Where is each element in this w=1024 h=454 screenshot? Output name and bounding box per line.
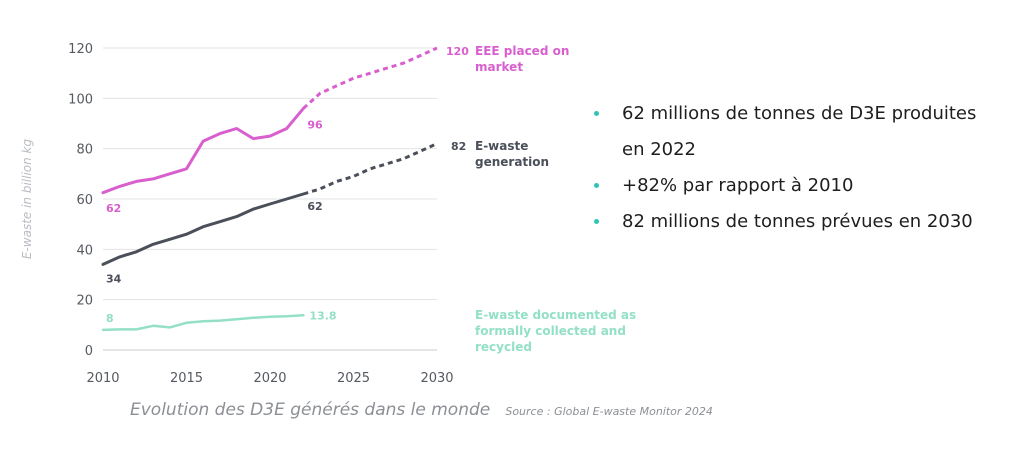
bullet-item-2022-production: 62 millions de tonnes de D3E produites e… [592,96,1012,168]
bullet-item-2030-forecast: 82 millions de tonnes prévues en 2030 [592,204,1012,240]
data-label-recycled-2022: 13.8 [309,309,336,322]
series-name-ewaste-line-0: E-waste [475,139,528,153]
y-tick-label-100: 100 [68,92,93,107]
x-tick-label-2010: 2010 [86,371,119,386]
y-tick-label-0: 0 [85,344,93,359]
data-label-eee-2022: 96 [307,118,323,131]
bullet-text: 82 millions de tonnes prévues en 2030 [622,211,973,232]
caption-title: Evolution des D3E générés dans le monde [130,400,491,420]
y-tick-label-120: 120 [68,42,93,57]
series-name-recycled-line-2: recycled [475,340,532,354]
series-projection-ewaste [302,142,438,196]
figure-caption: Evolution des D3E générés dans le monde … [130,400,713,420]
series-projection-eee [302,46,438,110]
data-label-ewaste-2010: 34 [106,272,122,285]
series-name-ewaste-line-1: generation [475,155,549,169]
data-label-eee-2010: 62 [106,202,121,215]
series-name-eee-line-1: market [475,60,523,74]
bullet-dot-icon [594,111,599,116]
y-axis-label: E-waste in billion kg [20,138,34,259]
bullet-text-continued: en 2022 [622,139,697,160]
series-name-recycled-line-0: E-waste documented as [475,308,636,322]
bullet-dot-icon [594,219,599,224]
series-line-ewaste [101,192,305,266]
x-tick-label-2025: 2025 [337,371,370,386]
data-label-ewaste-2022: 62 [307,200,322,213]
series-line-eee [101,106,305,195]
series-name-eee-line-0: EEE placed on [475,44,569,58]
bullet-text: 62 millions de tonnes de D3E produites [622,103,977,124]
bullet-dot-icon [594,183,599,188]
key-facts-list: 62 millions de tonnes de D3E produites e… [592,96,1012,240]
series-line-recycled [101,314,305,332]
bullet-text: +82% par rapport à 2010 [622,175,854,196]
y-tick-label-80: 80 [76,143,93,158]
y-tick-label-60: 60 [76,193,93,208]
y-tick-label-40: 40 [76,243,93,258]
y-tick-label-20: 20 [76,294,93,309]
series-name-recycled-line-1: formally collected and [475,324,626,338]
data-label-ewaste-2030: 82 [451,140,466,153]
x-tick-label-2015: 2015 [170,371,203,386]
caption-source: Source : Global E-waste Monitor 2024 [505,405,713,418]
x-tick-label-2030: 2030 [420,371,453,386]
x-tick-label-2020: 2020 [253,371,286,386]
bullet-item-growth: +82% par rapport à 2010 [592,168,1012,204]
data-label-recycled-2010: 8 [106,312,114,325]
data-label-eee-2030: 120 [446,45,469,58]
